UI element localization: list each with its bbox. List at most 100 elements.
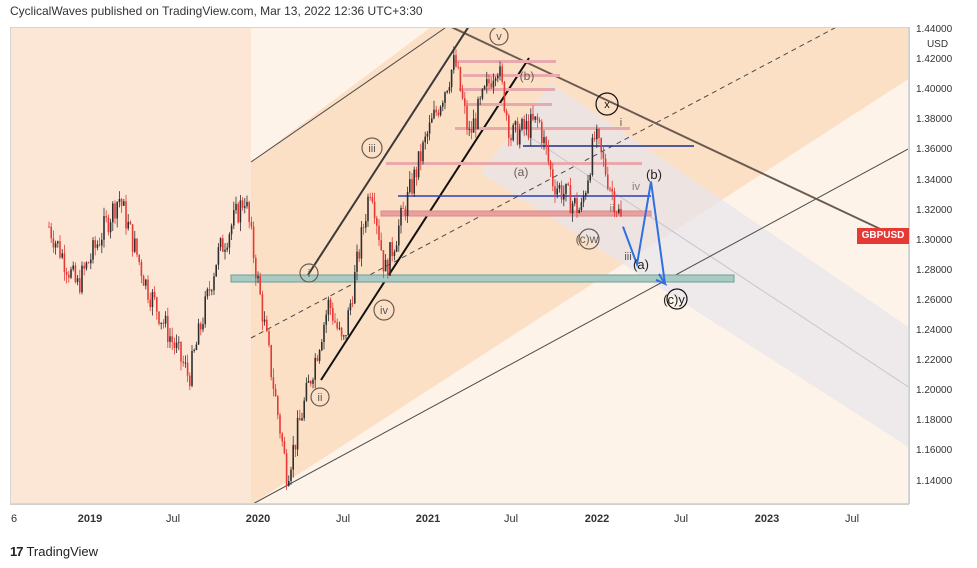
candle-body — [435, 109, 437, 113]
price-tick-label: 1.24000 — [916, 325, 953, 336]
time-tick-label: 2019 — [77, 513, 103, 525]
candle-body — [312, 379, 314, 384]
candle-body — [175, 342, 178, 349]
candle-body — [589, 174, 591, 181]
steep-trendline-1 — [305, 28, 469, 279]
candle-body — [167, 315, 169, 342]
candle-body — [351, 303, 354, 305]
candle-body — [153, 291, 156, 298]
candle-body — [534, 116, 536, 120]
price-axis[interactable]: 1.44000 1.42000 1.40000 1.38000 1.36000 1.340… — [909, 24, 969, 504]
tradingview-logo-icon: 17 — [10, 543, 24, 559]
candle-body — [94, 240, 96, 248]
candle-body — [191, 350, 193, 386]
wave-labels: i ii iii iv v x (a) (b) (c)w i ii iii iv — [299, 28, 688, 407]
candle-body — [109, 222, 112, 233]
candle-body — [424, 136, 426, 143]
candle-body — [208, 289, 211, 291]
candle-body — [85, 262, 88, 269]
price-tick-label: 1.28000 — [916, 264, 953, 276]
candle-body — [547, 147, 550, 162]
candle-body — [483, 86, 486, 89]
time-axis[interactable]: 6 2019 Jul 2020 Jul 2021 Jul 2022 Jul 2023 Jul — [10, 504, 909, 533]
candle-body — [134, 238, 136, 252]
candle-body — [250, 222, 253, 227]
wave-label-a-small: (a) — [514, 165, 529, 179]
candle-body — [316, 357, 319, 361]
candle-body — [105, 216, 107, 218]
candle-body — [358, 251, 360, 259]
candle-body — [180, 341, 182, 362]
candle-body — [217, 247, 220, 265]
candle-body — [393, 251, 396, 256]
candle-body — [618, 208, 620, 213]
candle-body — [151, 291, 154, 308]
time-tick-label: 2020 — [245, 513, 271, 525]
time-tick-label: Jul — [503, 513, 519, 525]
candle-body — [149, 299, 151, 308]
candle-body — [373, 201, 376, 219]
candle-body — [235, 203, 237, 211]
candle-body — [142, 276, 145, 286]
candle-body — [136, 238, 138, 255]
candle-body — [490, 83, 492, 88]
candle-body — [574, 197, 576, 204]
time-tick-label: Jul — [673, 513, 689, 525]
chart-area[interactable]: i ii iii iv v x (a) (b) (c)w i ii iii iv — [10, 27, 909, 504]
candle-body — [241, 200, 244, 208]
wave-label-i2: i — [620, 117, 622, 129]
candle-body — [283, 441, 286, 454]
candle-body — [543, 137, 545, 144]
candle-body — [114, 203, 116, 219]
price-chart[interactable]: i ii iii iv v x (a) (b) (c)w i ii iii iv — [11, 28, 909, 504]
candle-body — [345, 335, 347, 336]
candle-body — [226, 247, 228, 250]
candle-body — [508, 115, 510, 138]
candle-body — [538, 119, 541, 122]
candle-body — [486, 79, 488, 87]
candle-body — [378, 225, 380, 241]
candle-body — [90, 259, 92, 264]
candle-body — [371, 197, 374, 202]
candle-body — [503, 81, 506, 112]
candle-body — [470, 128, 473, 133]
candle-body — [145, 279, 147, 286]
candle-body — [615, 212, 618, 214]
symbol-badge: GBPUSD — [857, 228, 909, 244]
candle-body — [195, 344, 198, 350]
candle-body — [488, 79, 490, 84]
candle-body — [433, 109, 435, 119]
candle-body — [420, 151, 422, 162]
candle-body — [228, 234, 231, 248]
price-tick-label: 1.26000 — [916, 294, 953, 306]
candle-body — [431, 118, 433, 123]
candle-body — [323, 324, 325, 343]
candle-body — [402, 208, 404, 209]
candle-body — [512, 125, 514, 141]
time-tick-label: 2021 — [415, 513, 441, 525]
candle-body — [233, 210, 235, 226]
candle-body — [442, 102, 444, 107]
candle-body — [475, 118, 477, 130]
candle-body — [611, 188, 613, 192]
candle-body — [197, 323, 200, 345]
steep-trendline-2 — [320, 57, 530, 381]
tradingview-brand[interactable]: 17 TradingView — [10, 542, 98, 560]
candle-body — [384, 259, 387, 272]
candle-body — [239, 200, 242, 223]
candle-body — [112, 203, 114, 223]
candle-body — [101, 239, 103, 246]
wave-label-v: v — [496, 31, 502, 43]
candle-body — [327, 299, 330, 315]
candle-body — [160, 322, 162, 324]
candle-body — [591, 137, 594, 175]
candle-body — [437, 112, 440, 116]
candle-body — [215, 264, 217, 277]
candle-body — [222, 238, 224, 252]
wave-label-x: x — [604, 99, 610, 111]
candle-body — [365, 221, 367, 228]
candle-body — [200, 323, 202, 330]
candle-body — [296, 417, 299, 450]
candlestick-series — [48, 46, 622, 491]
candle-body — [479, 98, 481, 100]
